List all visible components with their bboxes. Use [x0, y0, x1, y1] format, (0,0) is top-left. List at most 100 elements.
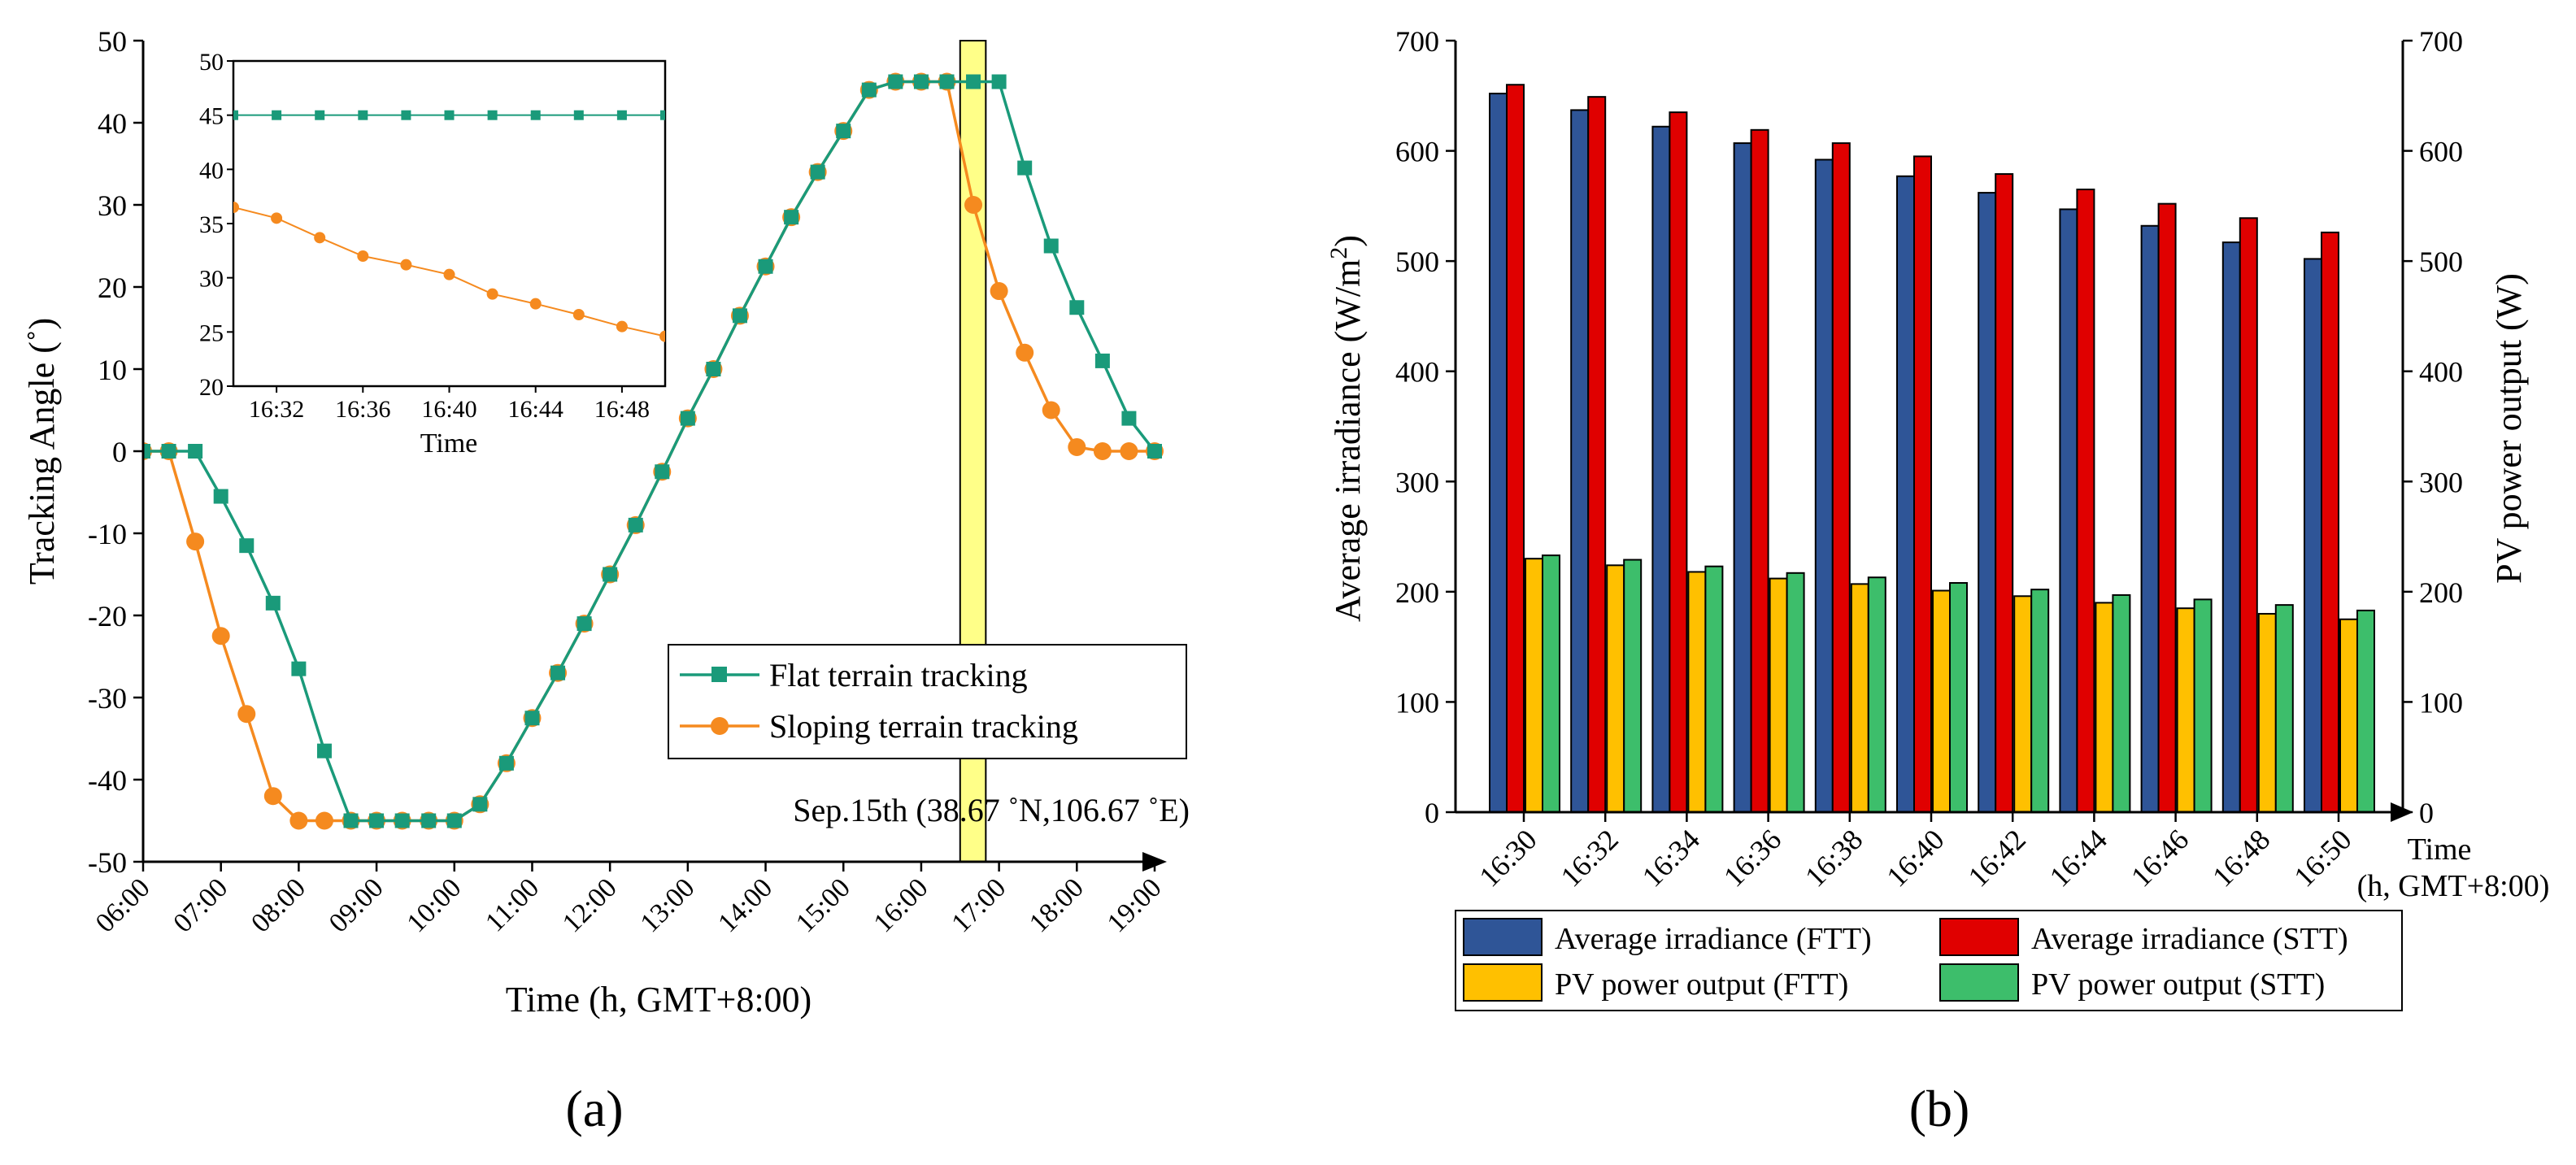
b-legend: Average irradiance (FTT) Average irradia…	[1455, 910, 2403, 1011]
b-right-y-tick-label: 700	[2419, 25, 2463, 58]
panel-a-label: (a)	[565, 1080, 623, 1137]
inset-sloping-point	[233, 202, 239, 213]
b-legend-label-irr-stt: Average irradiance (STT)	[2031, 922, 2348, 956]
b-bar-pv-ftt	[2013, 595, 2033, 814]
b-x-tick-label: 16:44	[2043, 823, 2113, 893]
b-bar-irradiance-ftt	[2140, 224, 2160, 813]
inset-flat-point	[444, 110, 455, 120]
inset-sloping-point	[486, 288, 498, 300]
inset-x-tick-label: 16:48	[594, 396, 650, 423]
b-bar-pv-stt	[1542, 554, 1560, 814]
a-y-axis-title: Tracking Angle (˚)	[22, 318, 62, 585]
b-bar-pv-ftt	[1769, 577, 1788, 813]
a-flat-point	[472, 797, 488, 812]
b-legend-entry-pv-ftt: PV power output (FTT)	[1463, 963, 1848, 1002]
a-flat-point	[810, 164, 825, 180]
a-flat-point	[577, 616, 592, 632]
inset-y-tick-label: 20	[199, 374, 224, 401]
a-annotation: Sep.15th (38.67 ˚N,106.67 ˚E)	[793, 792, 1190, 828]
a-flat-point	[758, 259, 773, 274]
a-flat-point	[188, 444, 203, 459]
inset-flat-point	[530, 110, 541, 120]
inset-series-layer	[233, 110, 665, 342]
b-bar-pv-ftt	[1932, 589, 1951, 813]
b-legend-label-pv-ftt: PV power output (FTT)	[1555, 967, 1848, 1002]
b-legend-entry-irr-stt: Average irradiance (STT)	[1939, 918, 2348, 956]
a-flat-point	[550, 665, 566, 680]
a-flat-point	[991, 74, 1007, 89]
b-left-y-tick-label: 200	[1395, 576, 1439, 609]
a-sloping-point	[289, 811, 308, 830]
a-flat-point	[888, 74, 903, 89]
b-bar-pv-stt	[2356, 609, 2375, 814]
a-sloping-point	[315, 811, 333, 830]
b-axes	[1454, 41, 2413, 822]
inset-sloping-point	[314, 232, 326, 244]
a-sloping-point	[1093, 442, 1112, 460]
b-legend-entry-irr-ftt: Average irradiance (FTT)	[1463, 918, 1872, 956]
a-x-tick-label: 11:00	[480, 872, 545, 937]
a-flat-point	[291, 661, 307, 676]
a-flat-point	[524, 711, 540, 726]
b-bar-pv-stt	[1704, 565, 1724, 813]
a-x-tick-label: 09:00	[324, 872, 389, 938]
b-right-y-tick-label: 600	[2419, 136, 2463, 168]
inset-sloping-point	[271, 212, 283, 224]
b-bar-pv-ftt	[1606, 564, 1625, 813]
inset-y-tick-label: 40	[199, 157, 224, 184]
inset-y-tick-label: 50	[199, 49, 224, 76]
b-bar-irradiance-stt	[2239, 217, 2258, 813]
b-bar-irradiance-ftt	[1733, 142, 1752, 813]
a-flat-point	[369, 813, 385, 828]
b-bar-pv-stt	[1786, 572, 1805, 813]
inset-flat-point	[233, 110, 238, 120]
a-flat-point	[343, 813, 359, 828]
a-flat-series-line	[143, 80, 1156, 823]
a-flat-point	[316, 743, 332, 759]
inset-flat-point	[660, 110, 665, 120]
b-x-axis-subtitle: (h, GMT+8:00)	[2357, 869, 2550, 903]
b-legend-swatch-irr-stt	[1939, 918, 2019, 956]
b-y-axis-title-sup: 2	[1325, 247, 1352, 259]
b-y-axis-title: Average irradiance (W/m2)	[1325, 235, 1368, 622]
b-left-y-tick-label: 400	[1395, 356, 1439, 389]
b-right-y-tick-label: 100	[2419, 686, 2463, 719]
inset-flat-point	[573, 110, 584, 120]
b-bar-irradiance-ftt	[1978, 192, 1997, 814]
b-right-y-tick-label: 200	[2419, 576, 2463, 609]
panel-b-irradiance-power-chart: 0 0 100 100 200 200 300 300 400 400 500 500 600 600 70…	[1325, 25, 2549, 1137]
a-y-tick-label: -50	[88, 846, 127, 879]
a-flat-point	[732, 308, 747, 324]
b-x-tick-label: 16:50	[2287, 823, 2357, 893]
a-flat-point	[1147, 444, 1162, 459]
b-bar-pv-stt	[2112, 593, 2131, 813]
inset-x-tick-label: 16:32	[249, 396, 304, 423]
b-left-y-tick-label: 600	[1395, 136, 1439, 168]
a-x-tick-label: 08:00	[246, 872, 311, 938]
b-legend-swatch-pv-stt	[1939, 963, 2019, 1002]
a-flat-point	[394, 813, 410, 828]
a-legend: Flat terrain tracking Sloping terrain tr…	[668, 644, 1187, 759]
inset-flat-point	[401, 110, 411, 120]
a-legend-box	[668, 644, 1187, 759]
b-right-y-tick-label: 400	[2419, 356, 2463, 389]
b-y2-axis-title: PV power output (W)	[2489, 273, 2529, 584]
inset-flat-point	[616, 110, 627, 120]
a-sloping-point	[964, 196, 983, 214]
a-legend-sloping-marker	[711, 717, 729, 735]
a-legend-entry-flat: Flat terrain tracking	[680, 657, 1028, 693]
a-flat-point	[655, 464, 670, 480]
inset-y-tick-label: 45	[199, 103, 224, 130]
a-flat-point	[861, 82, 877, 98]
a-legend-sloping-label: Sloping terrain tracking	[769, 708, 1078, 745]
a-y-tick-label: 30	[98, 189, 127, 222]
b-y-axis-title-end: )	[1328, 235, 1368, 247]
b-bar-pv-ftt	[1687, 571, 1707, 813]
inset-sloping-point	[659, 330, 665, 342]
b-bar-irradiance-ftt	[1896, 175, 1915, 813]
b-bar-pv-ftt	[2257, 612, 2277, 813]
inset-sloping-point	[400, 259, 412, 271]
b-bar-pv-stt	[2274, 604, 2294, 814]
